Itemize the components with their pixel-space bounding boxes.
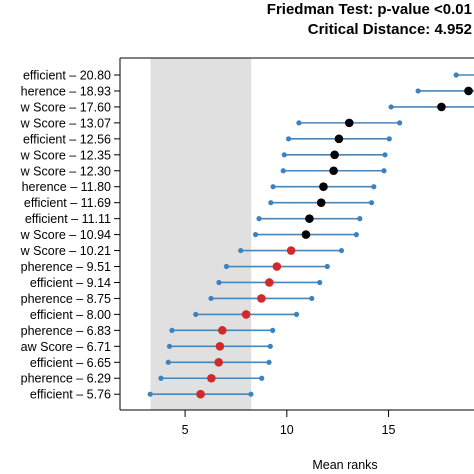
row-label: herence – 18.93 <box>21 84 111 98</box>
interval-endpoint-low <box>216 279 222 286</box>
interval-endpoint-high <box>324 263 330 270</box>
chart-title: Friedman Test: p-value <0.01 <box>267 1 472 18</box>
interval-endpoint-high <box>248 391 254 397</box>
interval-endpoint-high <box>371 184 377 190</box>
interval-endpoint-low <box>415 88 421 94</box>
mean-rank-point <box>437 102 446 112</box>
interval-endpoint-low <box>270 184 276 190</box>
interval-endpoint-high <box>382 152 388 158</box>
interval-endpoint-low <box>147 391 153 397</box>
row-label: herence – 11.80 <box>22 180 111 194</box>
row-label: w Score – 10.94 <box>20 228 111 242</box>
mean-rank-point <box>196 389 205 399</box>
row-label: pherence – 6.83 <box>21 324 111 338</box>
interval-endpoint-high <box>338 247 345 254</box>
interval-endpoint-high <box>309 295 315 302</box>
row-label: w Score – 13.07 <box>20 116 111 130</box>
mean-rank-point <box>257 294 266 303</box>
row-label: efficient – 11.11 <box>25 212 111 226</box>
interval-endpoint-low <box>280 168 286 174</box>
interval-endpoint-low <box>158 375 164 381</box>
row-label: efficient – 11.69 <box>24 196 111 210</box>
row-label: pherence – 8.75 <box>21 292 111 306</box>
row-label: pherence – 9.51 <box>21 260 111 274</box>
interval-endpoint-low <box>285 136 292 142</box>
row-label: efficient – 20.80 <box>23 69 111 83</box>
chart-subtitle: Critical Distance: 4.952 <box>308 21 472 38</box>
interval-endpoint-low <box>256 216 262 222</box>
row-label: efficient – 6.65 <box>30 356 111 370</box>
mean-rank-point <box>464 86 473 96</box>
interval-endpoint-low <box>268 200 274 206</box>
interval-endpoint-low <box>169 327 175 333</box>
x-tick-label: 10 <box>280 423 294 437</box>
row-label: pherence – 6.29 <box>21 372 111 386</box>
mean-rank-point <box>215 342 225 351</box>
interval-endpoint-high <box>368 200 375 206</box>
row-label: w Score – 10.21 <box>20 244 111 258</box>
x-axis-title: Mean ranks <box>312 458 377 472</box>
mean-rank-point <box>301 230 311 239</box>
interval-endpoint-high <box>397 120 403 126</box>
mean-rank-point <box>272 262 282 271</box>
row-label: w Score – 17.60 <box>20 100 111 114</box>
mean-rank-point <box>218 326 227 335</box>
interval-endpoint-high <box>353 232 359 238</box>
interval-endpoint-high <box>381 168 387 174</box>
interval-endpoint-low <box>238 247 244 254</box>
mean-rank-point <box>329 166 338 176</box>
x-tick-label: 15 <box>382 423 396 437</box>
row-label: w Score – 12.30 <box>20 164 111 178</box>
mean-rank-point <box>241 310 251 319</box>
interval-endpoint-high <box>293 311 300 317</box>
interval-endpoint-high <box>259 375 265 381</box>
row-label: efficient – 8.00 <box>30 308 111 322</box>
row-label: efficient – 12.56 <box>23 132 111 146</box>
mean-rank-point <box>319 182 328 192</box>
interval-endpoint-low <box>296 120 302 126</box>
interval-endpoint-low <box>208 295 214 302</box>
interval-endpoint-high <box>357 216 363 222</box>
mean-rank-point <box>344 118 354 128</box>
interval-endpoint-low <box>223 263 230 270</box>
row-label: w Score – 12.35 <box>20 148 111 162</box>
interval-endpoint-high <box>267 343 273 349</box>
interval-endpoint-high <box>270 327 276 333</box>
interval-endpoint-low <box>281 152 287 158</box>
interval-endpoint-low <box>165 359 171 365</box>
mean-rank-point <box>214 357 223 367</box>
critical-distance-region <box>150 58 252 410</box>
row-label: efficient – 9.14 <box>30 276 111 290</box>
mean-rank-point <box>334 134 344 144</box>
interval-endpoint-low <box>388 104 394 110</box>
interval-endpoint-high <box>317 279 323 286</box>
mean-rank-point <box>286 246 296 255</box>
mean-rank-point <box>207 373 216 383</box>
interval-endpoint-low <box>453 72 459 78</box>
interval-endpoint-high <box>266 359 272 365</box>
interval-endpoint-low <box>193 311 199 317</box>
interval-endpoint-low <box>252 232 259 238</box>
mean-rank-point <box>305 214 314 223</box>
x-tick-label: 5 <box>182 423 189 437</box>
row-label: efficient – 5.76 <box>30 388 111 402</box>
row-label: aw Score – 6.71 <box>21 340 111 354</box>
interval-endpoint-high <box>386 136 392 142</box>
mean-rank-point <box>265 278 274 287</box>
mean-rank-point <box>316 198 326 207</box>
interval-endpoint-low <box>166 343 173 349</box>
mean-rank-point <box>330 150 339 160</box>
